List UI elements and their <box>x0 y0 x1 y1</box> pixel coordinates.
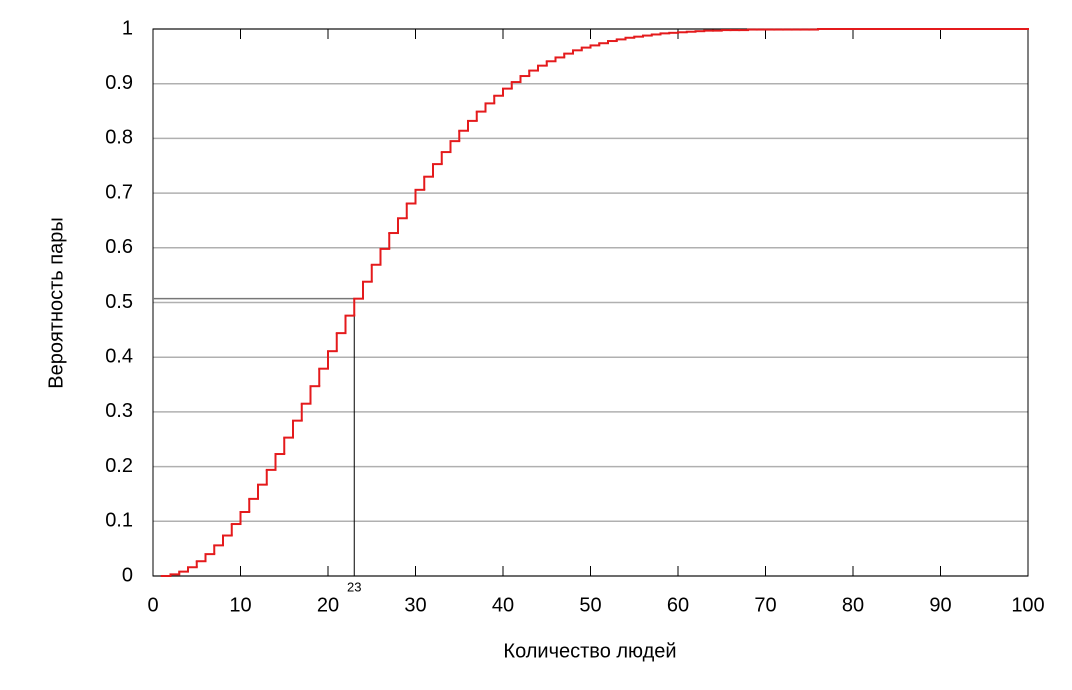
y-tick-label: 0.2 <box>105 455 133 477</box>
y-tick-label: 0.1 <box>105 510 133 532</box>
x-tick-label: 60 <box>667 594 689 616</box>
x-tick-label: 80 <box>842 594 864 616</box>
x-tick-label: 70 <box>754 594 776 616</box>
y-tick-label: 1 <box>122 17 133 39</box>
y-tick-label: 0.3 <box>105 400 133 422</box>
x-tick-label: 50 <box>579 594 601 616</box>
y-axis-label: Вероятность пары <box>45 217 67 388</box>
y-tick-label: 0 <box>122 564 133 586</box>
x-tick-label: 40 <box>492 594 514 616</box>
y-tick-label: 0.5 <box>105 291 133 313</box>
x-tick-label: 100 <box>1011 594 1044 616</box>
y-tick-label: 0.6 <box>105 236 133 258</box>
y-tick-label: 0.4 <box>105 345 133 367</box>
y-tick-label: 0.9 <box>105 72 133 94</box>
y-tick-label: 0.7 <box>105 181 133 203</box>
x-tick-label: 20 <box>317 594 339 616</box>
x-tick-label: 30 <box>404 594 426 616</box>
plot-frame <box>152 28 1029 577</box>
reference-label: 23 <box>347 579 361 594</box>
x-tick-label: 90 <box>929 594 951 616</box>
x-tick-label: 0 <box>147 594 158 616</box>
x-tick-label: 10 <box>229 594 251 616</box>
x-axis-label: Количество людей <box>503 640 676 662</box>
y-tick-label: 0.8 <box>105 127 133 149</box>
